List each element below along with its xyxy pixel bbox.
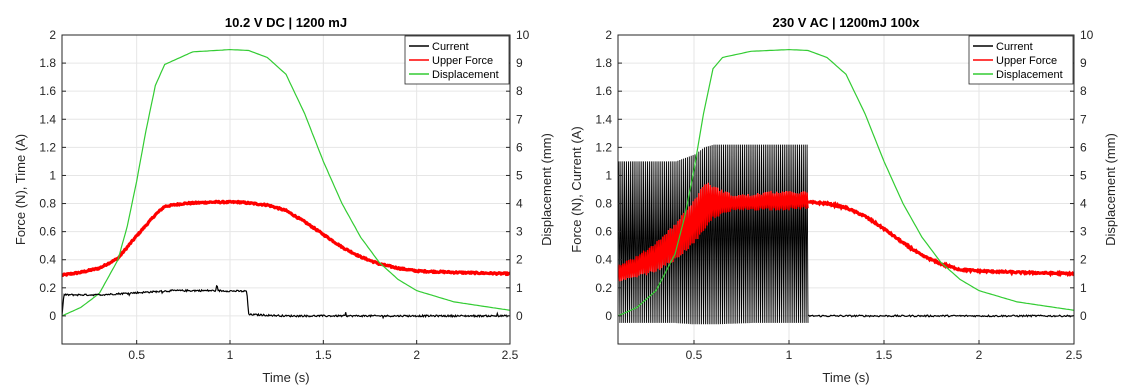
x-tick-label: 1.5 [315, 348, 332, 362]
legend-label: Current [996, 41, 1033, 53]
x-tick-label: 1 [227, 348, 234, 362]
current-line [807, 314, 1074, 318]
y-right-tick-label: 7 [1080, 112, 1087, 126]
y-left-tick-label: 0.2 [39, 281, 56, 295]
y-right-tick-label: 5 [1080, 168, 1087, 182]
legend-label: Upper Force [996, 55, 1057, 67]
y-left-tick-label: 1.8 [595, 56, 612, 70]
x-tick-label: 0.5 [686, 348, 703, 362]
y-left-tick-label: 1.6 [39, 84, 56, 98]
y-right-tick-label: 3 [516, 225, 523, 239]
y-left-tick-label: 0 [49, 309, 56, 323]
legend-label: Upper Force [432, 55, 493, 67]
y-left-axis-label: Force (N), Current (A) [569, 126, 584, 252]
y-left-tick-label: 1.2 [39, 140, 56, 154]
y-left-tick-label: 0.6 [39, 225, 56, 239]
x-axis-label: Time (s) [822, 370, 869, 385]
x-tick-label: 2 [413, 348, 420, 362]
y-left-tick-label: 0.4 [39, 253, 56, 267]
y-left-tick-label: 2 [49, 28, 56, 42]
x-tick-label: 2 [976, 348, 983, 362]
y-left-tick-label: 1.4 [39, 112, 56, 126]
plot-frame [617, 34, 1075, 345]
y-right-tick-label: 6 [516, 140, 523, 154]
y-right-tick-label: 8 [1080, 84, 1087, 98]
displacement-line [62, 48, 510, 317]
y-left-tick-label: 0.8 [595, 197, 612, 211]
legend-label: Current [432, 41, 469, 53]
upper-force-line [807, 199, 1074, 278]
y-right-axis-label: Displacement (mm) [1103, 133, 1118, 246]
y-left-tick-label: 0.2 [595, 281, 612, 295]
y-right-tick-label: 10 [516, 28, 530, 42]
y-right-tick-label: 6 [1080, 140, 1087, 154]
chart-1: 0.5 1 1.5 2 2.5 0 0.2 0.4 0.6 0.8 1 1.2 1.4 1.6 1.8 2 0 1… [13, 15, 554, 385]
y-left-tick-label: 0.8 [39, 197, 56, 211]
y-right-tick-label: 3 [1080, 225, 1087, 239]
plot-lines [62, 48, 510, 320]
current-oscillation [618, 144, 809, 325]
y-left-tick-label: 1 [605, 168, 612, 182]
plot-lines [618, 48, 1074, 325]
y-right-tick-label: 2 [1080, 253, 1087, 267]
y-left-tick-label: 2 [605, 28, 612, 42]
y-right-tick-label: 9 [516, 56, 523, 70]
y-right-tick-label: 8 [516, 84, 523, 98]
y-right-tick-label: 7 [516, 112, 523, 126]
y-left-tick-label: 0.6 [595, 225, 612, 239]
y-left-tick-label: 1.4 [595, 112, 612, 126]
y-left-tick-label: 1.6 [595, 84, 612, 98]
y-right-tick-label: 0 [1080, 309, 1087, 323]
y-right-tick-label: 9 [1080, 56, 1087, 70]
legend: Current Upper Force Displacement [404, 35, 510, 85]
x-tick-label: 2.5 [502, 348, 519, 362]
legend-label: Displacement [432, 69, 499, 81]
x-tick-label: 1 [786, 348, 793, 362]
chart-title: 230 V AC | 1200mJ 100x [773, 15, 921, 30]
displacement-line [618, 48, 1074, 317]
legend-label: Displacement [996, 69, 1063, 81]
chart-title: 10.2 V DC | 1200 mJ [225, 15, 347, 30]
x-tick-label: 1.5 [876, 348, 893, 362]
y-left-tick-label: 1 [49, 168, 56, 182]
y-left-axis-label: Force (N), Time (A) [13, 134, 28, 245]
y-left-tick-label: 0 [605, 309, 612, 323]
plot-frame [61, 34, 511, 345]
y-left-tick-label: 1.2 [595, 140, 612, 154]
current-line [62, 284, 510, 320]
y-left-tick-label: 1.8 [39, 56, 56, 70]
y-right-tick-label: 1 [516, 281, 523, 295]
y-right-tick-label: 4 [516, 197, 523, 211]
y-right-axis-label: Displacement (mm) [539, 133, 554, 246]
upper-force-line [62, 199, 510, 277]
y-right-tick-label: 0 [516, 309, 523, 323]
y-right-tick-label: 4 [1080, 197, 1087, 211]
y-right-tick-label: 1 [1080, 281, 1087, 295]
x-axis-label: Time (s) [262, 370, 309, 385]
chart-2: 0.5 1 1.5 2 2.5 0 0.2 0.4 0.6 0.8 1 1.2 1.4 1.6 1.8 2 0 1… [569, 15, 1118, 385]
x-tick-label: 2.5 [1066, 348, 1083, 362]
y-right-tick-label: 10 [1080, 28, 1094, 42]
y-right-tick-label: 5 [516, 168, 523, 182]
y-right-tick-label: 2 [516, 253, 523, 267]
x-tick-label: 0.5 [128, 348, 145, 362]
upper-force-band [618, 182, 809, 282]
legend: Current Upper Force Displacement [968, 35, 1074, 85]
y-left-tick-label: 0.4 [595, 253, 612, 267]
